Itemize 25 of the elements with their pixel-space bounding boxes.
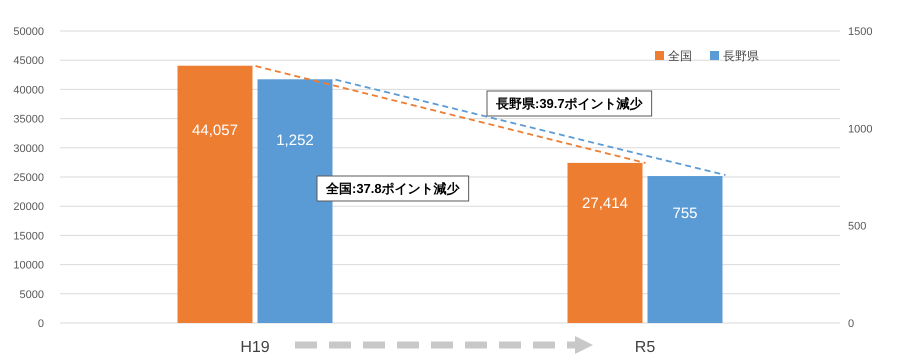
annotation: 長野県:39.7ポイント減少 (495, 96, 644, 111)
y2-tick-label: 0 (848, 318, 854, 330)
y2-tick-label: 1000 (848, 123, 872, 136)
y2-tick-label: 500 (848, 220, 866, 233)
legend-label: 長野県 (723, 49, 759, 63)
y-tick-label: 0 (38, 318, 44, 330)
y-tick-label: 30000 (13, 142, 44, 155)
annotation: 全国:37.8ポイント減少 (325, 181, 461, 196)
y-tick-label: 50000 (13, 26, 44, 38)
y-tick-label: 20000 (13, 201, 44, 214)
y2-tick-label: 1500 (848, 26, 872, 38)
y-tick-label: 40000 (13, 84, 44, 96)
legend-label: 全国 (668, 49, 692, 63)
data-label: 1,252 (276, 132, 314, 150)
y-tick-label: 35000 (13, 114, 44, 126)
data-label: 44,057 (192, 122, 238, 140)
y-tick-label: 5000 (20, 288, 44, 301)
x-tick-label: H19 (240, 339, 270, 356)
y-tick-label: 45000 (13, 55, 44, 68)
y-tick-label: 15000 (13, 230, 44, 242)
data-label: 27,414 (582, 194, 628, 212)
y-tick-label: 25000 (13, 172, 44, 184)
data-label: 755 (672, 204, 698, 222)
y-tick-label: 10000 (13, 260, 44, 272)
x-tick-label: R5 (634, 339, 656, 356)
